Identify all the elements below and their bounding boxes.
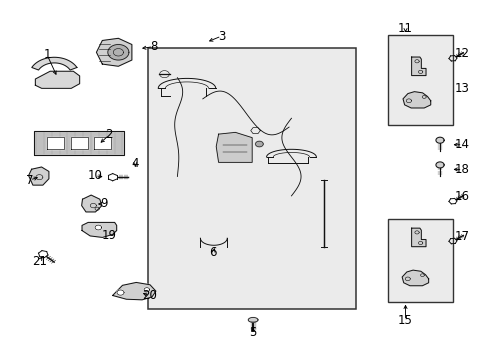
Polygon shape (96, 38, 132, 66)
Polygon shape (411, 228, 425, 247)
Polygon shape (29, 167, 49, 185)
Polygon shape (35, 71, 80, 88)
Polygon shape (95, 225, 102, 230)
Polygon shape (144, 288, 149, 292)
Text: 10: 10 (87, 169, 102, 182)
Text: 2: 2 (105, 129, 113, 141)
Text: 15: 15 (397, 314, 412, 327)
Text: 8: 8 (149, 40, 157, 53)
Polygon shape (47, 137, 64, 149)
Text: 3: 3 (217, 30, 225, 42)
Polygon shape (112, 283, 156, 300)
Text: 1: 1 (43, 48, 51, 61)
Text: 4: 4 (131, 157, 139, 170)
Polygon shape (70, 137, 88, 149)
Text: 14: 14 (454, 138, 469, 151)
Text: 7: 7 (26, 174, 34, 186)
Polygon shape (94, 137, 111, 149)
Text: 16: 16 (454, 190, 469, 203)
Bar (387, 219, 452, 302)
Bar (147, 48, 355, 309)
Text: 5: 5 (249, 326, 256, 339)
Text: 21: 21 (32, 255, 47, 267)
Text: 19: 19 (102, 229, 117, 242)
Text: 6: 6 (209, 246, 217, 259)
Polygon shape (82, 222, 117, 237)
Text: 12: 12 (454, 47, 469, 60)
Text: 9: 9 (100, 198, 108, 211)
Polygon shape (435, 162, 443, 168)
Text: 17: 17 (454, 230, 469, 243)
Polygon shape (117, 290, 124, 295)
Polygon shape (435, 137, 443, 143)
Polygon shape (108, 45, 129, 60)
Polygon shape (32, 57, 77, 70)
Text: 13: 13 (454, 82, 469, 95)
Polygon shape (34, 131, 124, 155)
Text: 20: 20 (142, 289, 157, 302)
Polygon shape (401, 270, 428, 286)
Polygon shape (411, 57, 425, 76)
Polygon shape (255, 141, 263, 147)
Text: 11: 11 (397, 22, 412, 35)
Polygon shape (402, 92, 430, 108)
Text: 18: 18 (454, 163, 469, 176)
Polygon shape (81, 195, 102, 212)
Bar (387, 35, 452, 125)
Polygon shape (248, 318, 258, 322)
Polygon shape (216, 132, 252, 162)
